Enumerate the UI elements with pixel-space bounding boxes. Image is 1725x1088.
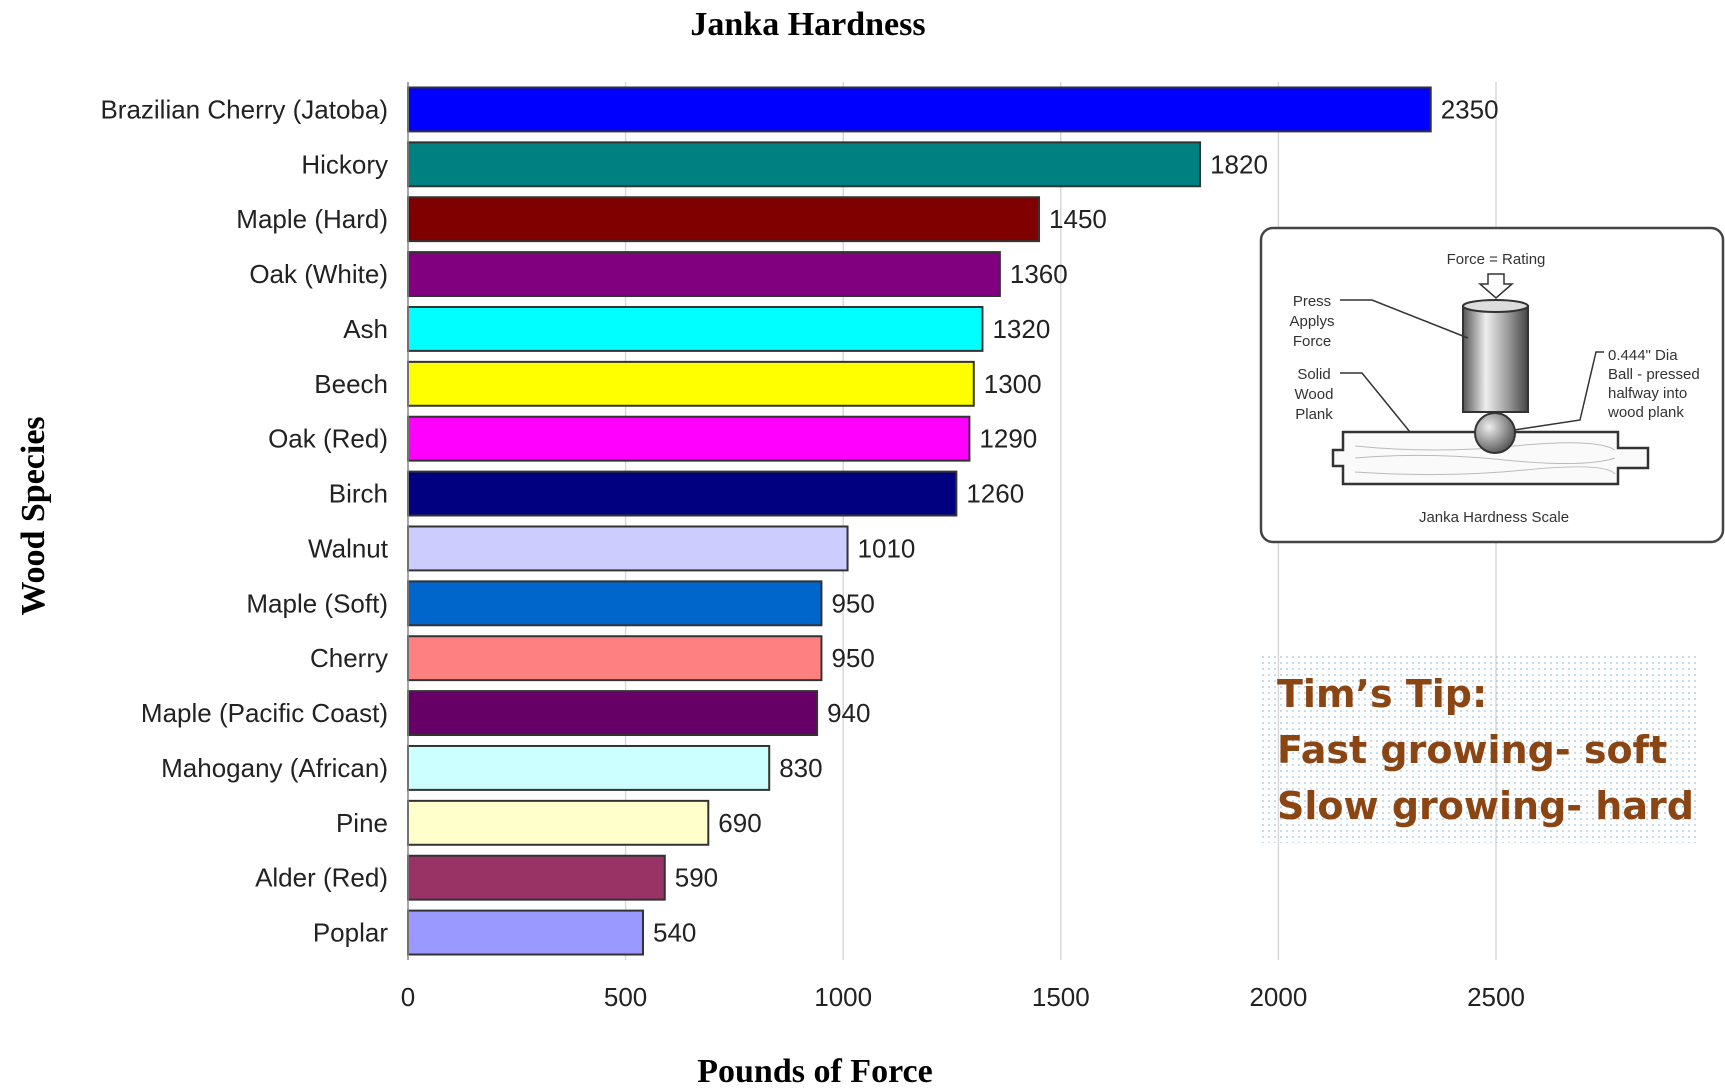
chart-title: Janka Hardness	[690, 6, 925, 43]
inset-press-label-line: Force	[1293, 333, 1331, 350]
tip-line-slow: Slow growing- hard	[1277, 784, 1694, 828]
category-label: Cherry	[310, 643, 388, 673]
bar	[407, 196, 1041, 243]
inset-ball-label-line: Ball - pressed	[1608, 366, 1700, 383]
category-label: Maple (Soft)	[246, 588, 388, 618]
tip-box: Tim’s Tip: Fast growing- soft Slow growi…	[1258, 655, 1696, 843]
wood-grain	[1354, 442, 1616, 476]
tip-title: Tim’s Tip:	[1277, 672, 1487, 716]
value-label: 540	[653, 918, 696, 948]
bar	[407, 909, 645, 956]
bar	[407, 470, 958, 517]
press-cylinder-top	[1462, 299, 1529, 313]
category-labels: Brazilian Cherry (Jatoba) Hickory Maple (H…	[100, 94, 388, 947]
value-label: 1290	[979, 424, 1037, 454]
bar	[407, 580, 823, 627]
tip-background	[1258, 655, 1696, 843]
y-axis-title: Wood Species	[15, 416, 52, 615]
value-label: 950	[831, 588, 874, 618]
value-label: 1260	[966, 479, 1024, 509]
category-label: Pine	[336, 808, 388, 838]
value-label: 830	[779, 753, 822, 783]
inset-ball-label-line: halfway into	[1608, 385, 1687, 402]
inset-press-label-line: Press	[1293, 293, 1331, 310]
steel-ball	[1474, 412, 1516, 454]
category-label: Mahogany (African)	[161, 753, 388, 783]
x-tick-label: 500	[604, 982, 647, 1012]
value-label: 950	[831, 643, 874, 673]
x-tick-labels: 0 500 1000 1500 2000 2500	[401, 982, 1525, 1012]
wood-plank	[1331, 430, 1650, 486]
bar	[407, 744, 771, 791]
x-tick-label: 1500	[1032, 982, 1090, 1012]
inset-ball-label: 0.444" Dia Ball - pressed halfway into w…	[1607, 347, 1700, 421]
x-axis-title: Pounds of Force	[697, 1053, 932, 1088]
value-label: 690	[718, 808, 761, 838]
value-label: 2350	[1441, 94, 1499, 124]
value-label: 590	[675, 863, 718, 893]
inset-press-label: Press Applys Force	[1289, 293, 1334, 350]
x-tick-label: 2000	[1249, 982, 1307, 1012]
inset-plank-label: Solid Wood Plank	[1295, 366, 1334, 423]
inset-plank-label-line: Wood	[1295, 386, 1334, 403]
category-label: Brazilian Cherry (Jatoba)	[100, 94, 388, 124]
category-label: Birch	[329, 479, 388, 509]
value-label: 1450	[1049, 204, 1107, 234]
value-label: 1300	[984, 369, 1042, 399]
bar	[407, 86, 1432, 133]
janka-scale-inset: Force = Rating Press Applys Force Solid …	[1259, 226, 1725, 544]
ball-leader-line	[1513, 351, 1604, 431]
bar	[407, 525, 849, 572]
category-label: Maple (Hard)	[236, 204, 388, 234]
bar	[407, 635, 823, 682]
value-label: 940	[827, 698, 870, 728]
press-leader-line	[1340, 299, 1469, 339]
x-tick-label: 1000	[814, 982, 872, 1012]
inset-ball-label-line: wood plank	[1607, 404, 1684, 421]
bar	[407, 799, 710, 846]
category-label: Beech	[314, 369, 388, 399]
category-label: Ash	[343, 314, 388, 344]
value-labels: 2350 1820 1450 1360 1320 1300 1290 1260 1010 950 9…	[653, 94, 1499, 947]
value-label: 1320	[992, 314, 1050, 344]
value-label: 1010	[858, 533, 916, 563]
bar	[407, 251, 1001, 298]
value-label: 1360	[1010, 259, 1068, 289]
down-arrow-icon	[1478, 273, 1514, 299]
inset-plank-label-line: Solid	[1297, 366, 1330, 383]
inset-ball-label-line: 0.444" Dia	[1608, 347, 1678, 364]
tip-line-fast: Fast growing- soft	[1277, 728, 1667, 772]
category-label: Alder (Red)	[255, 863, 388, 893]
category-label: Oak (White)	[249, 259, 388, 289]
bar	[407, 305, 984, 352]
bar	[407, 415, 971, 462]
inset-force-label: Force = Rating	[1447, 251, 1546, 268]
press-cylinder	[1462, 305, 1529, 413]
plank-leader-line	[1340, 372, 1411, 433]
x-tick-label: 0	[401, 982, 415, 1012]
inset-caption: Janka Hardness Scale	[1419, 509, 1569, 526]
category-label: Oak (Red)	[268, 424, 388, 454]
value-label: 1820	[1210, 149, 1268, 179]
category-label: Poplar	[313, 918, 388, 948]
x-tick-label: 2500	[1467, 982, 1525, 1012]
bar	[407, 360, 975, 407]
inset-plank-label-line: Plank	[1295, 406, 1333, 423]
bar	[407, 854, 666, 901]
category-label: Hickory	[301, 149, 388, 179]
bar	[407, 690, 819, 737]
category-label: Maple (Pacific Coast)	[141, 698, 388, 728]
bar	[407, 141, 1202, 188]
category-label: Walnut	[308, 533, 389, 563]
inset-press-label-line: Applys	[1289, 313, 1334, 330]
